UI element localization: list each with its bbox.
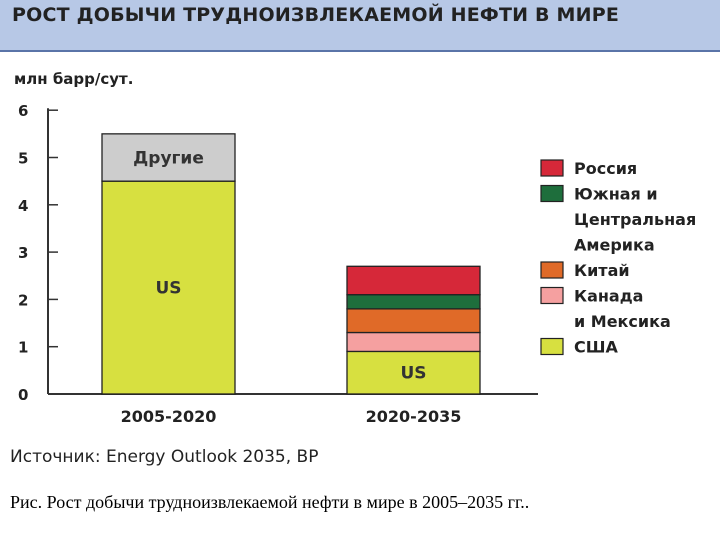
bar-segment <box>346 294 481 310</box>
bar-segment-label: US <box>400 364 426 384</box>
x-tick-label: 2020-2035 <box>366 407 462 426</box>
chart-title: РОСТ ДОБЫЧИ ТРУДНОИЗВЛЕКАЕМОЙ НЕФТИ В МИ… <box>12 4 620 26</box>
legend-label: Южная и <box>574 185 658 204</box>
y-tick-label: 4 <box>18 197 28 215</box>
legend-label: Китай <box>574 261 630 280</box>
legend-swatch <box>540 337 564 356</box>
legend-label: Америка <box>574 236 655 255</box>
legend-label: Канада <box>574 287 643 306</box>
y-tick-label: 5 <box>18 150 28 168</box>
y-tick-label: 3 <box>18 244 28 262</box>
stacked-bar-chart: млн барр/сут. 0 1 2 3 4 5 6 US Другие 2005-2020 US 2… <box>14 70 696 426</box>
y-tick-label: 6 <box>18 102 28 120</box>
y-axis-title: млн барр/сут. <box>14 70 133 88</box>
legend-label: и Мексика <box>574 312 671 331</box>
y-tick-label: 2 <box>18 291 28 309</box>
legend-label: Россия <box>574 159 637 178</box>
source-note: Источник: Energy Outlook 2035, BP <box>10 447 319 467</box>
bar-segment <box>346 308 481 334</box>
legend-label: США <box>574 338 619 357</box>
legend-swatch <box>540 261 564 279</box>
legend-swatch <box>540 184 564 203</box>
bar-segment <box>101 180 236 395</box>
bar-segment <box>346 331 481 353</box>
x-tick-label: 2005-2020 <box>121 407 217 426</box>
title-bar: РОСТ ДОБЫЧИ ТРУДНОИЗВЛЕКАЕМОЙ НЕФТИ В МИ… <box>0 0 720 52</box>
figure-caption: Рис. Рост добычи трудноизвлекаемой нефти… <box>10 492 530 512</box>
legend-label: Центральная <box>574 210 696 229</box>
bar-segment <box>346 265 481 296</box>
legend-swatch <box>540 159 564 177</box>
bar-segment-label: Другие <box>133 149 204 169</box>
bar-segment <box>101 133 236 182</box>
y-tick-label: 1 <box>18 339 28 357</box>
bar-segment-label: US <box>155 279 181 299</box>
legend-swatch <box>540 286 564 305</box>
y-tick-label: 0 <box>18 386 28 404</box>
bar-segment <box>346 350 481 395</box>
